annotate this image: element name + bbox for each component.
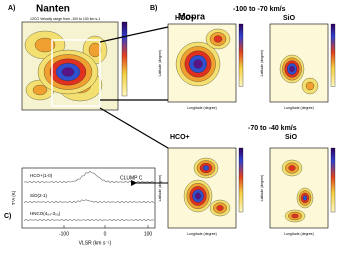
spectrum-label: HCO+(1-0) — [30, 173, 53, 178]
x-tick-label: 100 — [144, 231, 153, 237]
panel-title: Nanten — [36, 4, 70, 15]
axis-label: Longitude (degree) — [284, 232, 314, 236]
contour — [216, 205, 224, 211]
axis-label: Latitude (degree) — [158, 175, 162, 202]
clump-label: CLUMP C — [120, 175, 143, 181]
colorbar — [330, 147, 336, 213]
contour — [213, 35, 223, 43]
map-title: HCO+ — [170, 134, 190, 141]
contour — [88, 42, 102, 58]
contour — [291, 213, 299, 219]
panel-label: B) — [150, 5, 157, 12]
colorbar — [238, 147, 244, 213]
axis-label: Latitude (degree) — [158, 50, 162, 77]
contour — [32, 84, 48, 96]
colorbar — [330, 23, 336, 87]
caption: 12CO Velocity range from -100 to 100 km … — [30, 17, 100, 21]
velocity-range: -100 to -70 km/s — [233, 6, 286, 13]
spectrum — [23, 199, 155, 204]
panel-label: A) — [8, 5, 15, 12]
contour — [34, 37, 56, 53]
velocity-range: -70 to -40 km/s — [248, 125, 297, 132]
axis-label: T*A (K) — [11, 190, 16, 205]
connectors — [99, 26, 169, 186]
connector — [99, 107, 169, 149]
axis-label: Latitude (degree) — [260, 50, 264, 77]
spectrum-label: SiO(2-1) — [30, 193, 48, 198]
map-title: SiO — [285, 134, 298, 141]
contour — [305, 81, 315, 91]
contour — [193, 59, 203, 69]
selection-box — [51, 39, 101, 107]
map-title: SiO — [283, 15, 296, 22]
axis-label: VLSR (km s⁻¹) — [79, 240, 112, 246]
colorbar — [121, 21, 128, 97]
spectrum-label: HNCO(4₀₄-3₀₃) — [30, 211, 61, 216]
contour — [61, 67, 75, 77]
contour — [288, 165, 296, 171]
contour — [289, 66, 295, 72]
x-tick-label: 0 — [104, 231, 107, 237]
x-tick-label: -100 — [59, 231, 69, 237]
axis-label: Longitude (degree) — [187, 106, 217, 110]
panel-title: Mopra — [178, 11, 206, 21]
map-title: HCO+ — [175, 15, 195, 22]
contour — [195, 192, 201, 200]
contour — [202, 165, 210, 171]
axis-label: Longitude (degree) — [284, 106, 314, 110]
connector — [99, 26, 169, 43]
axis-label: Latitude (degree) — [260, 175, 264, 202]
spectrum — [23, 218, 155, 222]
contour — [302, 195, 308, 201]
plot-frame — [21, 167, 156, 229]
axis-label: Longitude (degree) — [187, 232, 217, 236]
panel-label: C) — [4, 213, 11, 220]
colorbar — [238, 23, 244, 87]
